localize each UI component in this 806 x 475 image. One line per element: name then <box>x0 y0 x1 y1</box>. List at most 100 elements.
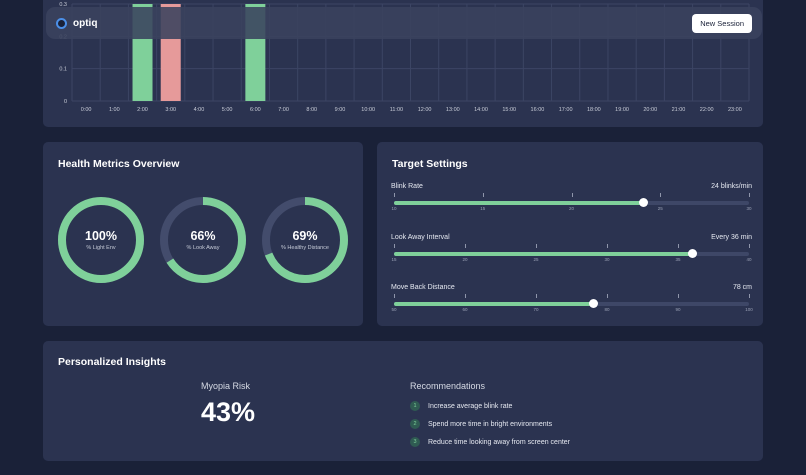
y-tick-label: 0.1 <box>59 67 67 73</box>
gauge-fill <box>262 197 348 283</box>
slider-fill <box>394 201 643 205</box>
gauge-healthy-distance: 69% % Healthy Distance <box>261 196 349 284</box>
slider-tick <box>607 244 608 248</box>
recommendation-item: 2 Spend more time in bright environments <box>410 419 552 429</box>
x-tick-label: 5:00 <box>222 107 233 113</box>
x-tick-label: 13:00 <box>446 107 460 113</box>
gauge-fill <box>58 197 144 283</box>
x-tick-label: 17:00 <box>559 107 573 113</box>
x-tick-label: 6:00 <box>250 107 261 113</box>
x-tick-label: 19:00 <box>615 107 629 113</box>
slider-tick <box>465 294 466 298</box>
gauge-ring <box>262 197 348 283</box>
x-tick-label: 3:00 <box>165 107 176 113</box>
recommendation-number: 1 <box>410 401 420 411</box>
recommendation-text: Reduce time looking away from screen cen… <box>428 438 571 446</box>
x-tick-label: 11:00 <box>390 107 403 113</box>
slider-thumb[interactable] <box>588 299 598 308</box>
blink-rate-slider[interactable] <box>394 198 749 207</box>
x-tick-label: 22:00 <box>700 107 714 113</box>
app-header: optiq New Session <box>46 7 762 39</box>
health-metrics-card: Health Metrics Overview 100% % Light Env… <box>43 142 363 326</box>
gauge-value: 66% <box>190 229 216 243</box>
recommendation-item: 1 Increase average blink rate <box>410 401 512 411</box>
slider-tick-label: 30 <box>746 206 752 211</box>
slider-tick-label: 35 <box>675 257 681 262</box>
slider-tick <box>660 193 662 197</box>
slider-tick-label: 25 <box>657 206 663 211</box>
slider-tick <box>394 193 395 197</box>
health-metrics-title: Health Metrics Overview <box>58 158 180 170</box>
slider-tick <box>749 244 750 248</box>
x-tick-label: 23:00 <box>728 107 742 113</box>
slider-tick <box>394 244 395 248</box>
slider-tick-label: 20 <box>568 206 575 211</box>
x-tick-label: 9:00 <box>335 107 346 113</box>
slider-tick-label: 90 <box>675 307 681 312</box>
x-tick-label: 20:00 <box>643 107 657 113</box>
slider-tick-label: 15 <box>480 206 486 211</box>
gauge-ring <box>160 197 246 283</box>
recommendation-item: 3 Reduce time looking away from screen c… <box>410 437 570 447</box>
x-tick-label: 16:00 <box>531 107 545 113</box>
slider-tick <box>607 294 608 298</box>
x-tick-label: 14:00 <box>474 107 488 113</box>
move-back-slider[interactable] <box>394 299 749 308</box>
setting-look-away-interval: Look Away Interval Every 36 min 15 20 25 30… <box>391 234 752 270</box>
x-tick-label: 21:00 <box>672 107 686 113</box>
recommendations-title: Recommendations <box>410 381 486 391</box>
y-tick-label: 0 <box>64 99 67 105</box>
slider-thumb[interactable] <box>688 249 698 258</box>
x-tick-label: 7:00 <box>278 107 289 113</box>
slider-tick <box>536 294 537 298</box>
logo-icon <box>56 17 67 29</box>
x-tick-label: 15:00 <box>502 107 516 113</box>
gauge-fill <box>160 197 246 283</box>
myopia-risk-value: 43% <box>201 397 256 427</box>
gauge-look-away: 66% % Look Away <box>159 196 247 284</box>
slider-tick-label: 25 <box>533 257 539 262</box>
x-tick-label: 8:00 <box>306 107 317 113</box>
slider-tick <box>482 193 484 197</box>
setting-value: 78 cm <box>732 284 752 291</box>
slider-tick-label: 20 <box>462 257 468 262</box>
look-away-slider[interactable] <box>394 249 749 258</box>
setting-label: Blink Rate <box>391 183 423 190</box>
slider-tick-label: 10 <box>391 206 397 211</box>
gauge-label: % Light Env <box>86 245 116 251</box>
slider-tick-label: 40 <box>746 257 752 262</box>
app-name: optiq <box>73 17 98 29</box>
slider-fill <box>394 252 693 256</box>
insights-card: Personalized Insights Myopia Risk 43% Re… <box>43 341 763 461</box>
slider-tick-label: 60 <box>462 307 468 312</box>
slider-tick <box>678 244 679 248</box>
y-tick-label: 0.3 <box>59 2 67 8</box>
setting-label: Move Back Distance <box>391 284 455 291</box>
slider-tick-label: 50 <box>391 307 397 312</box>
slider-tick <box>749 294 750 298</box>
setting-move-back-distance: Move Back Distance 78 cm 50 60 70 80 90 100 <box>391 284 753 320</box>
slider-tick <box>571 193 573 197</box>
x-tick-label: 18:00 <box>587 107 601 113</box>
setting-value: Every 36 min <box>711 234 752 241</box>
gauge-light-env: 100% % Light Env <box>57 196 145 284</box>
slider-tick <box>678 294 679 298</box>
slider-tick-label: 15 <box>391 257 397 262</box>
x-tick-label: 12:00 <box>418 107 432 113</box>
gauge-label: % Look Away <box>186 245 220 251</box>
slider-tick-label: 100 <box>745 307 753 312</box>
new-session-button[interactable]: New Session <box>692 13 752 33</box>
slider-tick <box>749 193 750 197</box>
x-tick-label: 0:00 <box>81 107 92 113</box>
gauge-label: % Healthy Distance <box>281 245 329 251</box>
x-tick-label: 1:00 <box>109 107 120 113</box>
slider-tick-label: 30 <box>604 257 610 262</box>
slider-tick <box>394 294 395 298</box>
logo[interactable]: optiq <box>56 17 98 29</box>
slider-thumb[interactable] <box>638 198 648 207</box>
slider-tick <box>465 244 466 248</box>
slider-fill <box>394 302 593 306</box>
recommendation-text: Increase average blink rate <box>428 402 513 410</box>
x-tick-label: 2:00 <box>137 107 148 113</box>
gauge-value: 100% <box>85 229 117 243</box>
